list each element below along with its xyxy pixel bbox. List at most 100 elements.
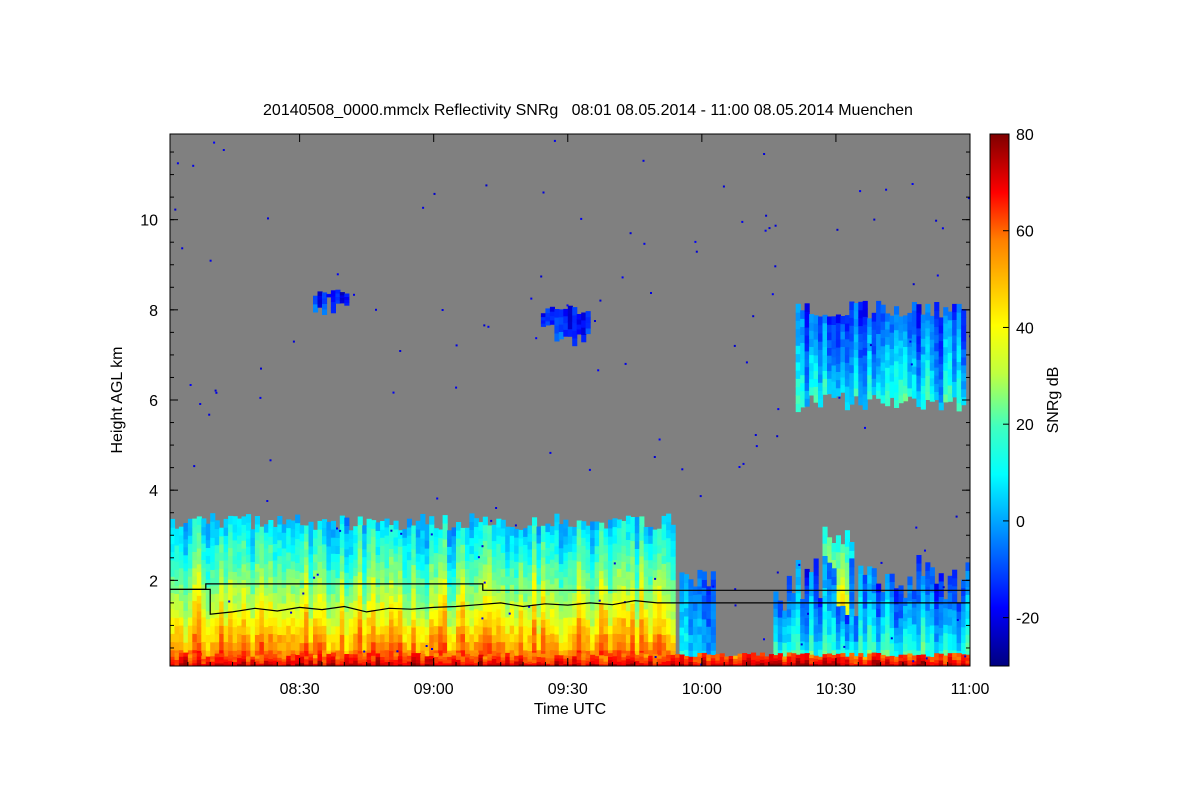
echo-cell <box>170 527 176 536</box>
echo-cell <box>576 314 582 320</box>
echo-cell <box>357 656 363 661</box>
echo-cell <box>907 371 913 380</box>
echo-cell <box>581 633 587 643</box>
echo-cell <box>585 603 591 612</box>
echo-cell <box>295 634 301 643</box>
echo-cell <box>934 358 940 368</box>
echo-cell <box>657 641 663 651</box>
echo-cell <box>853 303 859 312</box>
echo-cell <box>961 372 967 382</box>
echo-cell <box>885 336 891 345</box>
echo-cell <box>415 653 421 657</box>
echo-cell <box>420 514 426 523</box>
echo-cell <box>232 602 238 612</box>
x-tick-label: 10:30 <box>816 681 856 698</box>
echo-cell <box>339 294 345 298</box>
echo-cell <box>661 661 667 665</box>
echo-cell <box>192 625 198 634</box>
echo-cell <box>545 594 551 604</box>
echo-cell <box>661 594 667 604</box>
echo-cell <box>666 657 672 662</box>
echo-cell <box>286 633 292 643</box>
echo-cell <box>272 641 278 651</box>
echo-cell <box>822 534 828 544</box>
echo-cell <box>581 334 587 343</box>
echo-cell <box>183 602 189 611</box>
echo-cell <box>299 533 305 542</box>
echo-cell <box>952 617 958 627</box>
echo-cell <box>183 634 189 643</box>
echo-cell <box>934 656 940 661</box>
echo-cell <box>853 333 859 343</box>
echo-cell <box>433 568 439 578</box>
echo-cell <box>943 307 949 316</box>
echo-cell <box>223 608 229 618</box>
noise-dot <box>192 164 195 167</box>
echo-cell <box>809 657 815 661</box>
echo-cell <box>447 634 453 643</box>
echo-cell <box>840 323 846 332</box>
echo-cell <box>500 653 506 658</box>
echo-cell <box>482 548 488 557</box>
echo-cell <box>397 658 403 662</box>
echo-cell <box>505 600 511 610</box>
noise-dot <box>776 435 779 438</box>
echo-cell <box>558 634 564 643</box>
echo-cell <box>916 374 922 384</box>
echo-cell <box>777 616 783 626</box>
echo-cell <box>317 553 323 562</box>
echo-cell <box>876 333 882 343</box>
echo-cell <box>804 625 810 635</box>
echo-cell <box>862 324 868 333</box>
echo-cell <box>402 577 408 587</box>
echo-cell <box>594 545 600 555</box>
echo-cell <box>518 660 524 664</box>
echo-cell <box>916 594 922 604</box>
echo-cell <box>540 572 546 581</box>
echo-cell <box>871 378 877 387</box>
echo-cell <box>456 618 462 627</box>
echo-cell <box>263 587 269 596</box>
echo-cell <box>554 663 560 666</box>
echo-cell <box>804 653 810 657</box>
echo-cell <box>862 355 868 364</box>
echo-cell <box>594 625 600 635</box>
echo-cell <box>956 634 962 644</box>
echo-cell <box>389 661 395 665</box>
echo-cell <box>876 608 882 618</box>
echo-cell <box>183 626 189 635</box>
echo-cell <box>304 587 310 597</box>
echo-cell <box>791 601 797 610</box>
echo-cell <box>947 633 953 642</box>
echo-cell <box>867 350 873 360</box>
echo-cell <box>241 524 247 533</box>
noise-dot <box>843 645 846 648</box>
echo-cell <box>961 660 967 664</box>
echo-cell <box>768 654 774 658</box>
echo-cell <box>411 603 417 612</box>
echo-cell <box>661 650 667 659</box>
echo-cell <box>196 540 202 549</box>
echo-cell <box>862 347 868 356</box>
echo-cell <box>567 567 573 577</box>
echo-cell <box>608 552 614 561</box>
echo-cell <box>889 356 895 366</box>
echo-cell <box>344 556 350 565</box>
echo-cell <box>608 609 614 618</box>
echo-cell <box>853 632 859 642</box>
echo-cell <box>482 571 488 581</box>
echo-cell <box>594 593 600 603</box>
echo-cell <box>581 656 587 661</box>
echo-cell <box>809 626 815 636</box>
echo-cell <box>920 385 926 394</box>
echo-cell <box>228 587 234 596</box>
echo-cell <box>911 334 917 343</box>
echo-cell <box>876 349 882 359</box>
echo-cell <box>295 650 301 659</box>
echo-cell <box>250 585 256 595</box>
echo-cell <box>384 567 390 577</box>
echo-cell <box>764 663 770 666</box>
echo-cell <box>612 649 618 659</box>
echo-cell <box>549 534 555 544</box>
echo-cell <box>612 641 618 651</box>
